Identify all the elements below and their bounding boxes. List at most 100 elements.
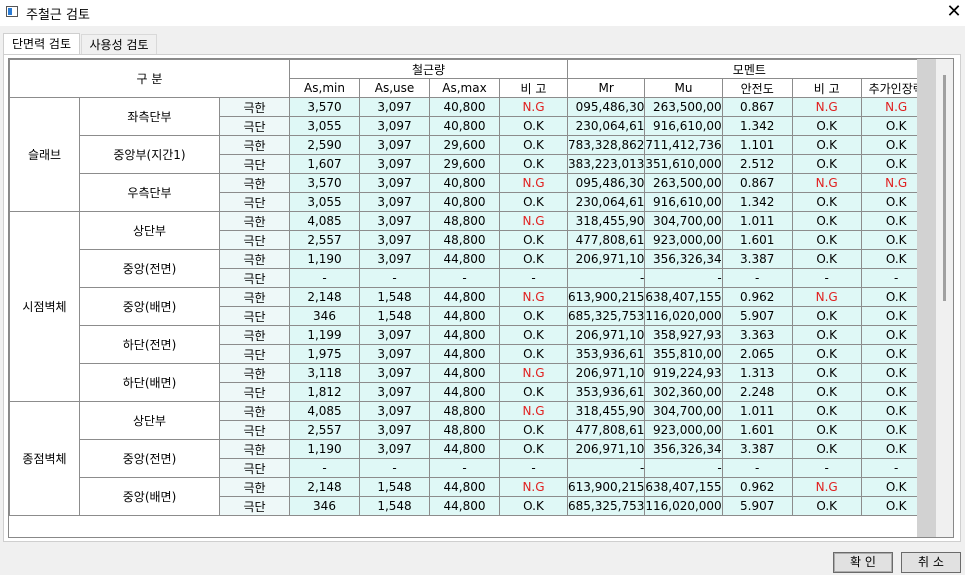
table-cell[interactable]: O.K [860,154,932,174]
table-cell[interactable]: 1.342 [721,116,793,136]
table-cell[interactable]: - [359,268,430,288]
table-cell[interactable]: 40,800 [429,173,500,193]
table-cell[interactable]: 40,800 [429,97,500,117]
table-cell[interactable]: 230,064,61 [566,192,646,212]
limit-state-cell[interactable]: 극단 [219,306,290,326]
table-cell[interactable]: 4,085 [289,401,360,421]
table-cell[interactable]: 116,020,000 [644,306,723,326]
close-icon[interactable]: ✕ [946,1,962,22]
table-cell[interactable]: 0.867 [721,173,793,193]
table-cell[interactable]: 638,407,155 [644,477,723,497]
table-cell[interactable]: N.G [791,477,862,497]
table-cell[interactable]: 44,800 [429,344,500,364]
table-cell[interactable]: O.K [791,135,862,155]
table-cell[interactable]: O.K [860,496,932,516]
limit-state-cell[interactable]: 극단 [219,116,290,136]
table-cell[interactable]: 351,610,000 [644,154,723,174]
table-cell[interactable]: O.K [791,363,862,383]
table-cell[interactable]: 3,055 [289,116,360,136]
table-cell[interactable]: - [644,458,723,478]
table-cell[interactable]: 44,800 [429,287,500,307]
table-cell[interactable]: 2,148 [289,477,360,497]
table-cell[interactable]: 1,607 [289,154,360,174]
table-cell[interactable]: 2.248 [721,382,793,402]
table-cell[interactable]: 44,800 [429,382,500,402]
table-cell[interactable]: O.K [860,249,932,269]
table-cell[interactable]: 1.313 [721,363,793,383]
table-cell[interactable]: 355,810,00 [644,344,723,364]
table-cell[interactable]: 4,085 [289,211,360,231]
table-cell[interactable]: 3,097 [359,211,430,231]
table-cell[interactable]: O.K [499,439,568,459]
table-cell[interactable]: 346 [289,496,360,516]
table-cell[interactable]: 0.962 [721,477,793,497]
table-cell[interactable]: N.G [499,287,568,307]
vertical-scrollbar[interactable] [936,59,953,537]
table-cell[interactable]: 48,800 [429,420,500,440]
table-cell[interactable]: O.K [860,439,932,459]
table-cell[interactable]: 304,700,00 [644,211,723,231]
table-cell[interactable]: 5.907 [721,306,793,326]
table-cell[interactable]: 44,800 [429,363,500,383]
table-cell[interactable]: 1.342 [721,192,793,212]
limit-state-cell[interactable]: 극단 [219,268,290,288]
table-cell[interactable]: 44,800 [429,306,500,326]
tab-serviceability[interactable]: 사용성 검토 [81,34,157,54]
table-cell[interactable]: O.K [791,325,862,345]
table-cell[interactable]: 5.907 [721,496,793,516]
table-cell[interactable]: O.K [499,496,568,516]
table-cell[interactable]: 3,097 [359,173,430,193]
table-cell[interactable]: 3,570 [289,173,360,193]
table-cell[interactable]: 613,900,215 [566,477,646,497]
table-cell[interactable]: O.K [499,116,568,136]
limit-state-cell[interactable]: 극한 [219,135,290,155]
table-cell[interactable]: O.K [860,116,932,136]
table-cell[interactable]: 2,148 [289,287,360,307]
table-cell[interactable]: O.K [860,382,932,402]
table-cell[interactable]: - [499,458,568,478]
limit-state-cell[interactable]: 극단 [219,496,290,516]
table-cell[interactable]: 3,118 [289,363,360,383]
table-cell[interactable]: 29,600 [429,154,500,174]
table-cell[interactable]: 916,610,00 [644,116,723,136]
table-cell[interactable]: O.K [791,439,862,459]
table-cell[interactable]: 2,557 [289,420,360,440]
cancel-button[interactable]: 취 소 [901,552,961,573]
limit-state-cell[interactable]: 극한 [219,211,290,231]
table-cell[interactable]: 116,020,000 [644,496,723,516]
table-cell[interactable]: O.K [791,116,862,136]
table-cell[interactable]: O.K [860,230,932,250]
limit-state-cell[interactable]: 극한 [219,325,290,345]
table-cell[interactable]: - [791,458,862,478]
table-cell[interactable]: 3,097 [359,344,430,364]
table-cell[interactable]: N.G [499,401,568,421]
table-cell[interactable]: 44,800 [429,439,500,459]
table-cell[interactable]: 302,360,00 [644,382,723,402]
table-cell[interactable]: 1.011 [721,211,793,231]
table-cell[interactable]: 783,328,862 [566,135,646,155]
table-cell[interactable]: 1,548 [359,306,430,326]
table-cell[interactable]: O.K [499,306,568,326]
table-cell[interactable]: O.K [791,230,862,250]
table-cell[interactable]: 3,097 [359,249,430,269]
table-cell[interactable]: 2,557 [289,230,360,250]
table-cell[interactable]: 40,800 [429,116,500,136]
table-cell[interactable]: 304,700,00 [644,401,723,421]
table-cell[interactable]: 3,055 [289,192,360,212]
table-cell[interactable]: O.K [499,192,568,212]
limit-state-cell[interactable]: 극단 [219,344,290,364]
table-cell[interactable]: 3,097 [359,325,430,345]
limit-state-cell[interactable]: 극한 [219,97,290,117]
limit-state-cell[interactable]: 극한 [219,401,290,421]
table-cell[interactable]: 3,097 [359,192,430,212]
table-cell[interactable]: 3,097 [359,420,430,440]
table-cell[interactable]: - [644,268,723,288]
table-cell[interactable]: 1,548 [359,477,430,497]
table-cell[interactable]: 1,812 [289,382,360,402]
table-cell[interactable]: N.G [499,211,568,231]
table-cell[interactable]: 1.101 [721,135,793,155]
table-cell[interactable]: 358,927,93 [644,325,723,345]
limit-state-cell[interactable]: 극단 [219,192,290,212]
table-cell[interactable]: O.K [860,344,932,364]
table-cell[interactable]: O.K [860,287,932,307]
